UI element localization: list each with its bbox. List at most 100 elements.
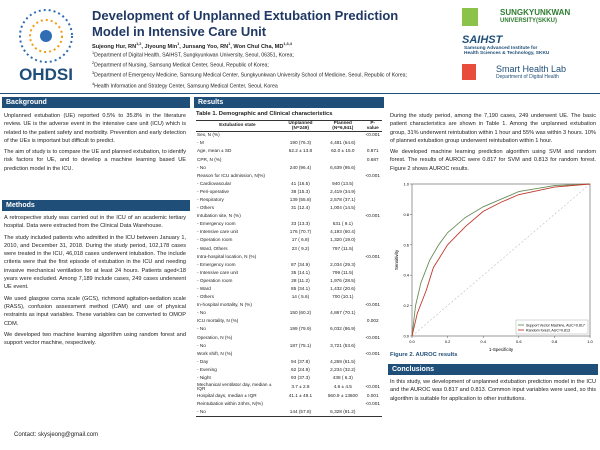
table-row: - Others 31 (12.4) 1,004 (14.5) xyxy=(196,204,382,212)
table-cell xyxy=(363,237,382,245)
author-name: Sujeong Hur, RN xyxy=(92,43,137,50)
table-cell: Mechanical ventilator day, median ± IQR xyxy=(197,381,272,392)
table-cell: - Intensive care unit xyxy=(197,269,238,275)
logo-text: OHDSI xyxy=(19,65,73,84)
column-header: P-value xyxy=(363,120,382,132)
table-cell xyxy=(363,261,382,269)
table-row: Work shift, N (%) <0.001 xyxy=(196,350,382,358)
table-cell: - Others xyxy=(197,205,214,211)
table-cell: 0.687 xyxy=(366,156,379,162)
table-cell: 41.1 ± 49.1 xyxy=(288,392,313,398)
table-cell: 438 ( 6.3) xyxy=(332,375,353,381)
table-cell xyxy=(363,164,382,172)
table-cell: 187 (75.1) xyxy=(289,342,312,348)
table-cell: 31 (12.4) xyxy=(291,205,310,211)
table-cell: <0.001 xyxy=(365,350,380,356)
table-cell: 94 (37.8) xyxy=(291,358,310,364)
section-heading: Background xyxy=(2,97,190,108)
paragraph: The study included patients who admitted… xyxy=(4,234,186,291)
conclusions-text: In this study, we development of unplann… xyxy=(390,378,596,406)
table-cell: 560.9 ± 13600 xyxy=(327,392,358,398)
table-row: - Peri-operative 38 (15.3) 2,419 (34.9) xyxy=(196,188,382,196)
table: Extubation state Unplanned (N=249) Planned… xyxy=(196,120,382,417)
table-cell xyxy=(363,277,382,285)
partner-logos: SUNGKYUNKWAN UNIVERSITY(SKKU) SAIHST Samsun… xyxy=(462,8,598,80)
divider xyxy=(0,93,600,94)
table-cell xyxy=(363,366,382,374)
table-cell: In-hospital mortality, N (%) xyxy=(197,302,252,308)
table-cell: 144 (57.8) xyxy=(289,408,312,414)
table-cell: <0.001 xyxy=(365,172,380,178)
paragraph: A retrospective study was carried out in… xyxy=(4,215,186,230)
table-cell: - Operation room xyxy=(197,277,233,283)
table-cell xyxy=(322,318,363,326)
table-cell: Intubation site, N (%) xyxy=(197,213,241,219)
affiliation: 1Department of Digital Health, SAIHST, S… xyxy=(92,50,407,60)
section-heading: Results xyxy=(194,97,384,108)
paragraph: In this study, we development of unplann… xyxy=(390,379,596,402)
table-cell: 4,193 (60.4) xyxy=(330,229,356,235)
table-cell: - Emergency room xyxy=(197,221,236,227)
affiliation-sup: 3 xyxy=(92,71,95,76)
author-sup: 1,3,4 xyxy=(283,42,292,46)
table-cell xyxy=(363,310,382,318)
affiliation: 2Department of Nursing, Samsung Medical … xyxy=(92,60,407,70)
table-row: - No 187 (75.1) 3,721 (53.6) xyxy=(196,342,382,350)
table-cell: - No xyxy=(197,310,206,316)
paragraph: During the study period, among the 7,190… xyxy=(390,113,596,144)
table-cell: 35 (14.1) xyxy=(291,269,310,275)
table-row: In-hospital mortality, N (%) <0.001 xyxy=(196,302,382,310)
table-cell: - Emergency room xyxy=(197,261,236,267)
author-sup: 1 xyxy=(228,42,231,46)
table-cell: - Ward, Others xyxy=(197,245,228,251)
table-cell xyxy=(363,408,382,417)
table-cell: Operation, N (%) xyxy=(197,334,233,340)
table-cell: 4,867 (70.1) xyxy=(330,310,356,316)
table-cell xyxy=(322,350,363,358)
table-row: - Emergency room 87 (34.9) 2,034 (29.3) xyxy=(196,261,382,269)
legend-box xyxy=(515,319,589,335)
figure-caption: Figure 2. AUROC results xyxy=(390,352,458,358)
author-sup: 1 xyxy=(177,42,180,46)
table-cell xyxy=(363,196,382,204)
table-cell xyxy=(363,358,382,366)
table-cell: <0.001 xyxy=(365,253,380,259)
column-header: Planned (N=6,941) xyxy=(322,120,364,132)
affiliation-sup: 1 xyxy=(92,51,95,55)
table-title: Table 1. Demographic and Clinical charac… xyxy=(196,111,333,117)
author-name: , Jiyoung Min xyxy=(141,43,178,50)
table-cell xyxy=(322,400,363,408)
table-cell: - Intensive care unit xyxy=(197,229,238,235)
y-tick-label: 0.8 xyxy=(403,212,409,217)
table-cell: 2,578 (37.1) xyxy=(330,196,356,202)
table-cell: 940 (13.5) xyxy=(332,180,354,186)
logo-line: Samsung Advanced Institute for xyxy=(464,46,538,51)
roc-curve xyxy=(411,183,591,337)
plot-frame xyxy=(411,183,591,337)
table-cell xyxy=(363,229,382,237)
x-tick-label: 0.6 xyxy=(516,339,522,344)
table-cell: - Ward xyxy=(197,286,211,292)
table-cell: 6,639 (95.6) xyxy=(330,164,356,170)
table-row: - Night 93 (37.3) 438 ( 6.3) xyxy=(196,374,382,382)
table-cell: - Evening xyxy=(197,366,217,372)
table-row: - Operation room 28 (11.2) 1,976 (28.5) xyxy=(196,277,382,285)
table-cell: - M xyxy=(197,140,204,146)
table-row: - Ward, Others 23 ( 9.2) 797 (11.5) xyxy=(196,245,382,253)
paragraph: We developed machine learning prediction… xyxy=(390,149,596,172)
table-cell: - No xyxy=(197,164,206,170)
table-cell: - Peri-operative xyxy=(197,188,230,194)
table-cell: 2,234 (32.2) xyxy=(330,366,356,372)
table-cell xyxy=(279,253,322,261)
table-cell xyxy=(363,188,382,196)
paragraph: The aim of study is to compare the UE an… xyxy=(4,149,186,172)
results-text: During the study period, among the 7,190… xyxy=(390,112,596,176)
table-row: Intubation site, N (%) <0.001 xyxy=(196,213,382,221)
table-header: Extubation state Unplanned (N=249) Planned… xyxy=(196,120,382,132)
table-cell xyxy=(279,334,322,342)
table-cell xyxy=(363,326,382,334)
table-cell xyxy=(279,400,322,408)
table-row: Sex, N (%) <0.001 xyxy=(196,131,382,140)
logo-line: SUNGKYUNKWAN xyxy=(500,8,571,17)
